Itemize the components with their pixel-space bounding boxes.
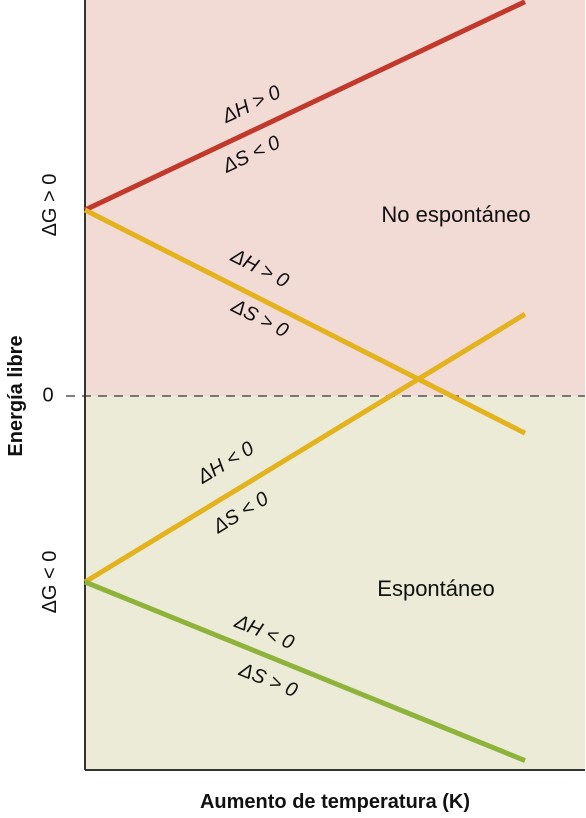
- spontaneous-region: [85, 396, 585, 770]
- series-line-4: [84, 579, 526, 763]
- spontaneous-label: Espontáneo: [377, 576, 494, 601]
- x-axis-title: Aumento de temperatura (K): [200, 791, 470, 813]
- delta-g-negative-label: ΔG < 0: [39, 551, 61, 614]
- delta-g-positive-label: ΔG > 0: [39, 174, 61, 237]
- series-line-2: [83, 207, 527, 436]
- series-line-3: [83, 312, 527, 585]
- non-spontaneous-label: No espontáneo: [381, 202, 530, 227]
- y-axis-title: Energía libre: [5, 335, 27, 456]
- zero-tick-label: 0: [42, 384, 53, 406]
- series-line-1: [83, 0, 527, 213]
